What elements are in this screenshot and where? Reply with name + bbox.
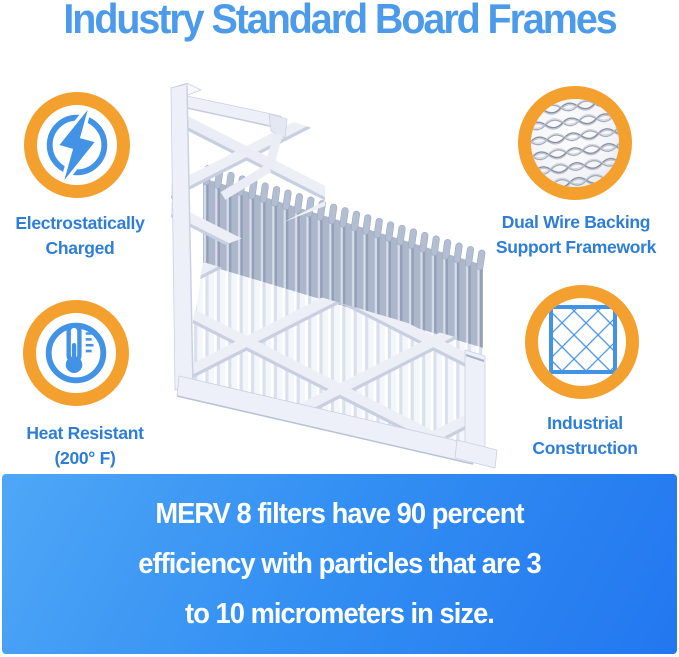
thermometer-icon [45, 322, 107, 384]
lightning-bolt-icon [46, 106, 108, 184]
diamond-lattice-icon [549, 305, 617, 374]
air-filter-image [170, 82, 498, 469]
wire-mesh-icon [531, 99, 619, 187]
industrial-feature-label: Industrial Construction [532, 413, 638, 458]
merv-info-text: MERV 8 filters have 90 percent efficienc… [138, 498, 541, 630]
page-title: Industry Standard Board Frames [63, 0, 617, 42]
electrostatic-feature-label: Electrostatically Charged [15, 213, 145, 258]
wire-backing-feature-ring [518, 86, 632, 200]
industrial-feature-ring [525, 285, 639, 399]
merv-info-banner: MERV 8 filters have 90 percent efficienc… [2, 474, 677, 654]
heat-resistant-feature-label: Heat Resistant (200° F) [26, 423, 144, 468]
wire-backing-feature-label: Dual Wire Backing Support Framework [495, 212, 657, 257]
heat-resistant-feature-ring [23, 300, 129, 406]
electrostatic-feature-ring [24, 92, 130, 198]
